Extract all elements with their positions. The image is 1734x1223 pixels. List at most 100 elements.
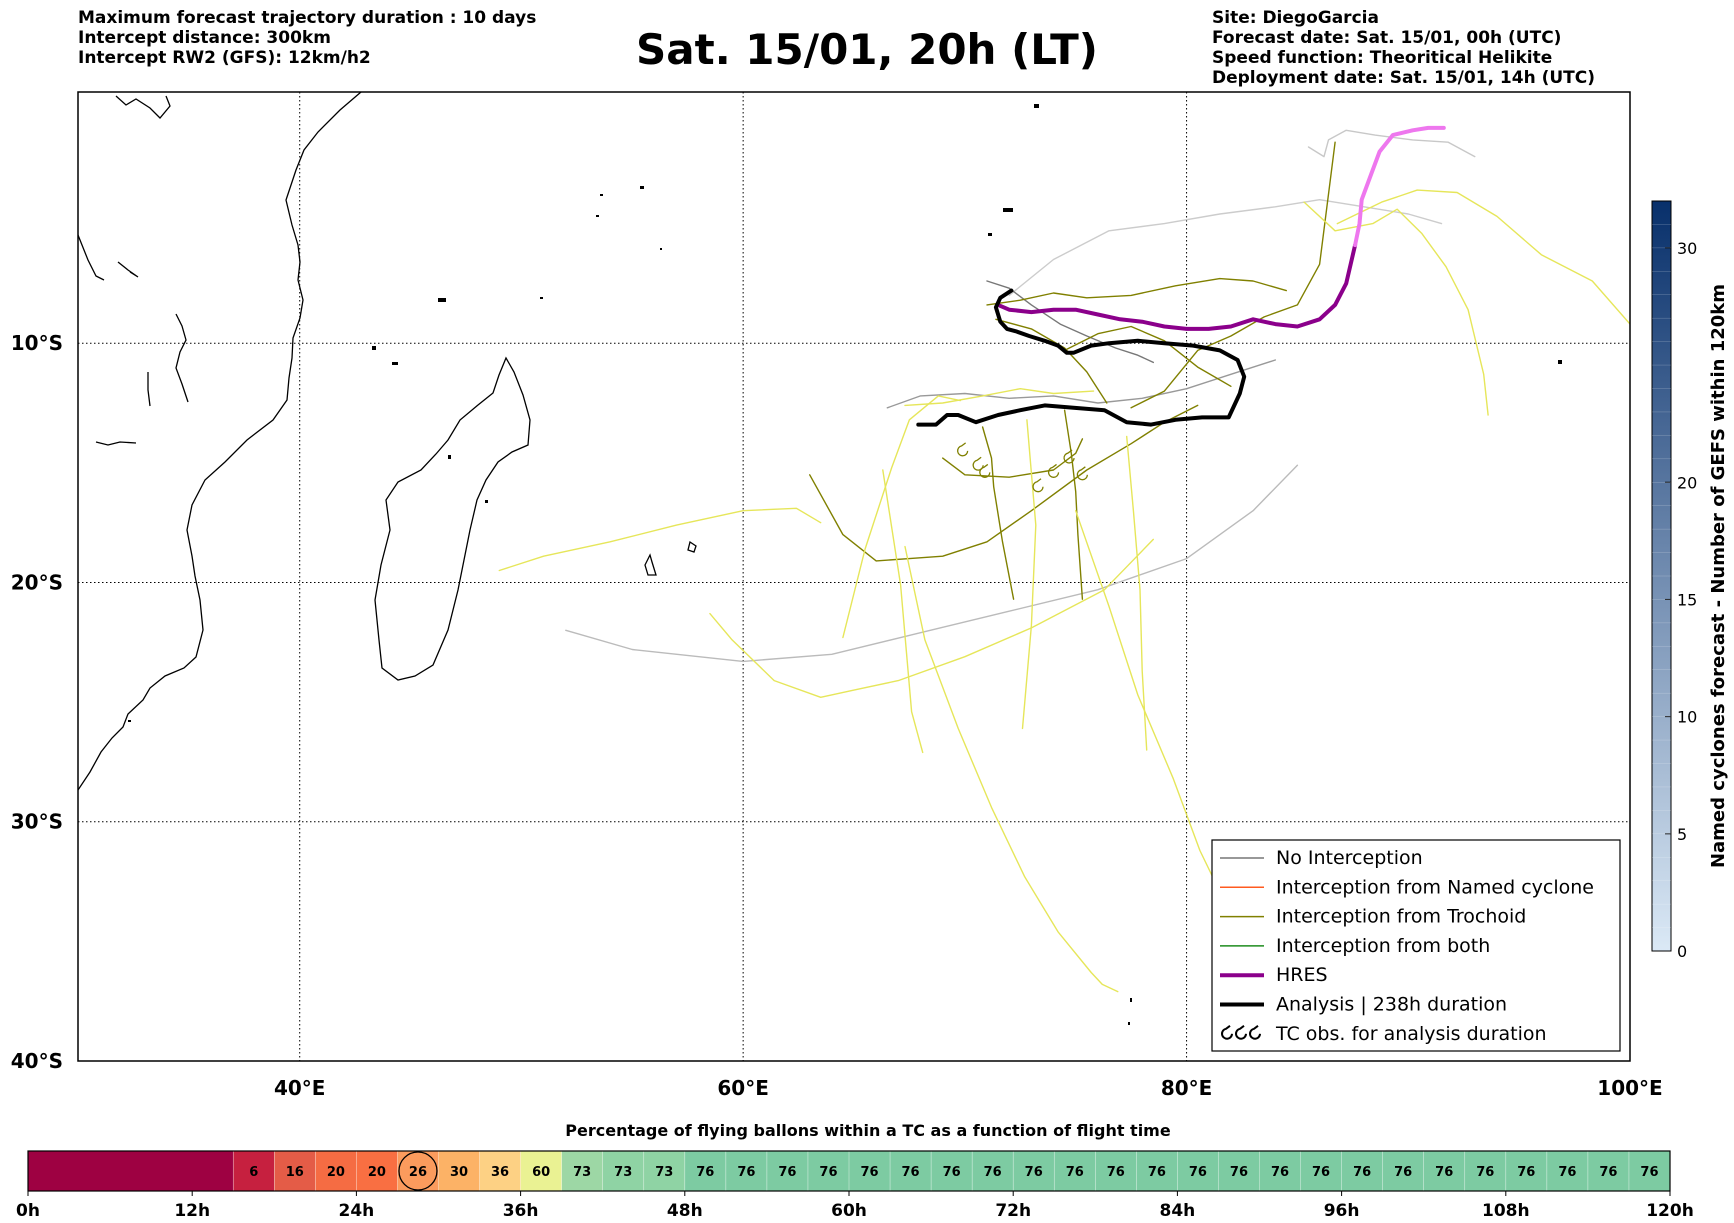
series-line bbox=[1021, 419, 1037, 730]
timeline-bin-value: 60 bbox=[532, 1165, 550, 1180]
timeline-tick-label: 12h bbox=[174, 1201, 210, 1221]
legend-label: Interception from Trochoid bbox=[1276, 906, 1526, 928]
cyclone-colorbar: 0 5 10 15 20 30 Named cyclones forecast - Num… bbox=[1651, 200, 1729, 961]
tc-obs-marker bbox=[979, 463, 991, 478]
timeline-tick-label: 108h bbox=[1482, 1201, 1530, 1221]
timeline-title: Percentage of flying ballons within a TC… bbox=[565, 1121, 1171, 1140]
series-line bbox=[986, 277, 1287, 306]
map-gridlines bbox=[78, 92, 1630, 1061]
tc-obs-marker bbox=[1047, 463, 1060, 478]
timeline-tick-label: 24h bbox=[339, 1201, 375, 1221]
timeline-bin-value: 73 bbox=[614, 1165, 632, 1180]
x-tick-label: 60°E bbox=[717, 1076, 769, 1100]
legend-box bbox=[1211, 839, 1621, 1052]
series-line bbox=[904, 388, 1095, 407]
y-tick-label: 20°S bbox=[11, 570, 63, 594]
intercept-rw2-text: Intercept RW2 (GFS): 12km/h2 bbox=[78, 48, 371, 68]
timeline-bin bbox=[643, 1151, 685, 1191]
timeline-bin bbox=[972, 1151, 1014, 1191]
timeline-bin bbox=[1054, 1151, 1096, 1191]
timeline-bin-value: 76 bbox=[860, 1165, 878, 1180]
timeline-bin bbox=[1300, 1151, 1342, 1191]
series-line bbox=[1353, 125, 1446, 248]
timeline-bin bbox=[1464, 1151, 1506, 1191]
timeline-bin-value: 73 bbox=[655, 1165, 673, 1180]
timeline-bin bbox=[1177, 1151, 1219, 1191]
timeline-bin bbox=[438, 1151, 480, 1191]
legend-label: Analysis | 238h duration bbox=[1276, 994, 1507, 1016]
timeline-bin bbox=[725, 1151, 767, 1191]
africa-coastline bbox=[78, 92, 362, 791]
series-line bbox=[1063, 325, 1232, 387]
intercept-distance-text: Intercept distance: 300km bbox=[78, 28, 331, 48]
timeline-bin-value: 76 bbox=[902, 1165, 920, 1180]
timeline-bin bbox=[1095, 1151, 1137, 1191]
colorbar-tick-label: 5 bbox=[1677, 825, 1687, 844]
timeline-bin-value: 76 bbox=[1558, 1165, 1576, 1180]
timeline-bin-value: 76 bbox=[943, 1165, 961, 1180]
timeline-bin-value: 76 bbox=[1189, 1165, 1207, 1180]
timeline-bin bbox=[315, 1151, 357, 1191]
header-left-info: Maximum forecast trajectory duration : 1… bbox=[78, 8, 536, 68]
timeline-bin bbox=[890, 1151, 932, 1191]
timeline-bin-value: 76 bbox=[696, 1165, 714, 1180]
legend-tc-symbol bbox=[1249, 1025, 1261, 1040]
speed-function-text: Speed function: Theoritical Helikite bbox=[1212, 48, 1553, 68]
timeline-bin-value: 30 bbox=[450, 1165, 468, 1180]
timeline-bin-value: 20 bbox=[368, 1165, 386, 1180]
colorbar-gradient bbox=[1651, 200, 1672, 952]
map-legend: No Interception Interception from Named c… bbox=[1211, 839, 1621, 1052]
timeline-bin-value: 76 bbox=[778, 1165, 796, 1180]
timeline-bin-value: 36 bbox=[491, 1165, 509, 1180]
series-line bbox=[981, 426, 1015, 600]
series-line bbox=[1307, 129, 1476, 158]
legend-label: No Interception bbox=[1276, 847, 1423, 869]
timeline-bin-value: 76 bbox=[1148, 1165, 1166, 1180]
timeline-bin-value: 76 bbox=[1066, 1165, 1084, 1180]
series-line bbox=[1008, 199, 1443, 297]
timeline-bin bbox=[849, 1151, 891, 1191]
forecast-date-text: Forecast date: Sat. 15/01, 00h (UTC) bbox=[1212, 28, 1562, 48]
timeline-bin bbox=[766, 1151, 808, 1191]
timeline-bin bbox=[1218, 1151, 1260, 1191]
timeline-bin bbox=[1587, 1151, 1629, 1191]
timeline-tick-labels: 0h 12h 24h 36h 48h 60h 72h 84h 96h 108h 120h bbox=[16, 1191, 1694, 1221]
coastlines bbox=[78, 92, 1562, 1025]
legend-label: TC obs. for analysis duration bbox=[1275, 1023, 1547, 1045]
header-right-info: Site: DiegoGarcia Forecast date: Sat. 15… bbox=[1212, 8, 1595, 88]
timeline-bin-value: 20 bbox=[327, 1165, 345, 1180]
seychelles-islands bbox=[95, 95, 697, 576]
timeline-bin bbox=[1341, 1151, 1383, 1191]
timeline-bin bbox=[1382, 1151, 1424, 1191]
timeline-bin bbox=[520, 1151, 562, 1191]
timeline-bin bbox=[1136, 1151, 1178, 1191]
y-tick-label: 30°S bbox=[11, 810, 63, 834]
y-tick-label: 40°S bbox=[11, 1049, 63, 1073]
x-tick-label: 40°E bbox=[274, 1076, 326, 1100]
legend-label: Interception from both bbox=[1276, 935, 1490, 957]
timeline-bin-value: 73 bbox=[573, 1165, 591, 1180]
timeline-bin-value: 76 bbox=[1394, 1165, 1412, 1180]
timeline-bin bbox=[1259, 1151, 1301, 1191]
series-line bbox=[1130, 141, 1336, 409]
tc-obs-marker bbox=[956, 442, 969, 457]
colorbar-tick-label: 0 bbox=[1677, 942, 1687, 961]
timeline-bin bbox=[479, 1151, 521, 1191]
timeline-bin-value: 76 bbox=[1599, 1165, 1617, 1180]
series-line bbox=[1336, 189, 1630, 325]
timeline-bin bbox=[274, 1151, 316, 1191]
series-line bbox=[904, 545, 1119, 993]
map-y-tick-labels: 10°S 20°S 30°S 40°S bbox=[11, 331, 63, 1073]
colorbar-tick-label: 10 bbox=[1677, 708, 1697, 727]
timeline-tick-label: 0h bbox=[16, 1201, 40, 1221]
timeline-bin bbox=[1546, 1151, 1588, 1191]
x-tick-label: 80°E bbox=[1161, 1076, 1213, 1100]
tc-obs-marker bbox=[1063, 449, 1075, 464]
deployment-date-text: Deployment date: Sat. 15/01, 14h (UTC) bbox=[1212, 68, 1596, 88]
series-line bbox=[882, 469, 924, 754]
timeline-bin bbox=[356, 1151, 398, 1191]
colorbar-tick-label: 30 bbox=[1677, 239, 1697, 258]
series-line bbox=[809, 404, 1199, 562]
map-x-tick-labels: 40°E 60°E 80°E 100°E bbox=[274, 1076, 1663, 1100]
